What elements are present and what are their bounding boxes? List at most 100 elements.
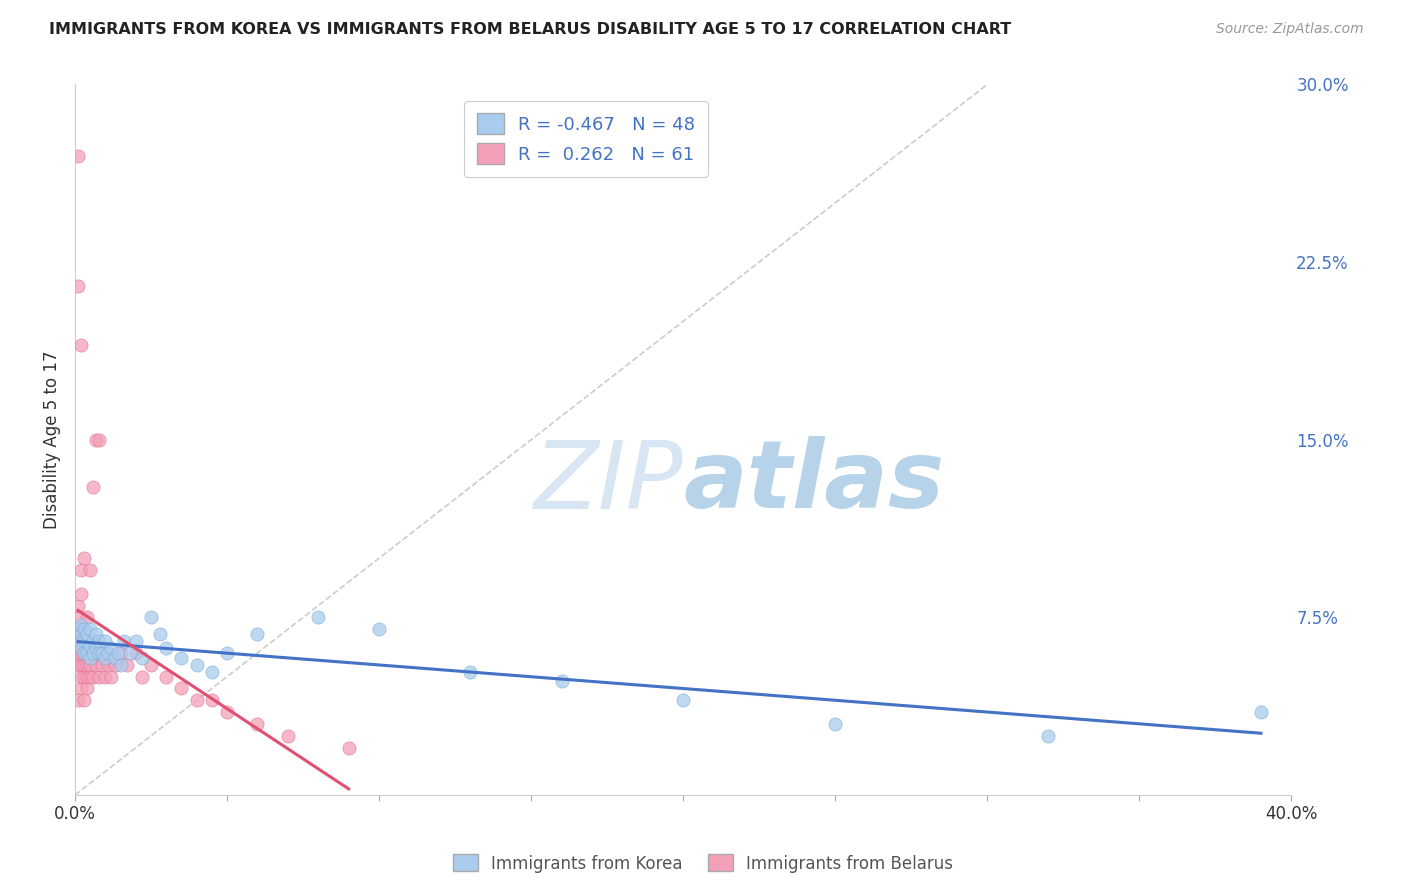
Point	[84, 646, 107, 660]
Point	[94, 670, 117, 684]
Point	[73, 622, 96, 636]
Point	[70, 617, 93, 632]
Point	[70, 681, 93, 696]
Legend: R = -0.467   N = 48, R =  0.262   N = 61: R = -0.467 N = 48, R = 0.262 N = 61	[464, 101, 707, 177]
Point	[201, 665, 224, 679]
Point	[201, 693, 224, 707]
Point	[82, 646, 104, 660]
Point	[1250, 705, 1272, 719]
Point	[186, 693, 208, 707]
Point	[277, 729, 299, 743]
Point	[94, 650, 117, 665]
Point	[89, 646, 111, 660]
Point	[125, 634, 148, 648]
Point	[73, 670, 96, 684]
Point	[73, 657, 96, 672]
Point	[70, 622, 93, 636]
Point	[100, 641, 122, 656]
Point	[824, 717, 846, 731]
Point	[368, 622, 391, 636]
Point	[170, 650, 193, 665]
Point	[70, 646, 93, 660]
Point	[115, 657, 138, 672]
Point	[70, 634, 93, 648]
Point	[82, 634, 104, 648]
Point	[139, 657, 162, 672]
Point	[76, 646, 98, 660]
Point	[91, 657, 114, 672]
Point	[73, 646, 96, 660]
Text: Source: ZipAtlas.com: Source: ZipAtlas.com	[1216, 22, 1364, 37]
Point	[67, 610, 90, 624]
Point	[139, 610, 162, 624]
Point	[149, 627, 172, 641]
Point	[67, 622, 90, 636]
Point	[67, 622, 90, 636]
Point	[131, 670, 153, 684]
Point	[94, 646, 117, 660]
Point	[70, 627, 93, 641]
Text: ZIP: ZIP	[533, 437, 683, 528]
Point	[82, 646, 104, 660]
Point	[79, 646, 101, 660]
Point	[67, 634, 90, 648]
Point	[70, 338, 93, 352]
Point	[89, 646, 111, 660]
Point	[97, 657, 120, 672]
Point	[672, 693, 695, 707]
Point	[110, 646, 132, 660]
Point	[246, 717, 269, 731]
Point	[91, 646, 114, 660]
Point	[73, 634, 96, 648]
Point	[110, 657, 132, 672]
Point	[79, 634, 101, 648]
Point	[84, 627, 107, 641]
Point	[70, 563, 93, 577]
Point	[70, 657, 93, 672]
Point	[76, 657, 98, 672]
Point	[67, 148, 90, 162]
Point	[125, 646, 148, 660]
Point	[155, 670, 177, 684]
Point	[73, 646, 96, 660]
Point	[103, 657, 125, 672]
Point	[82, 670, 104, 684]
Point	[91, 646, 114, 660]
Point	[107, 646, 129, 660]
Point	[100, 670, 122, 684]
Legend: Immigrants from Korea, Immigrants from Belarus: Immigrants from Korea, Immigrants from B…	[446, 847, 960, 880]
Point	[76, 681, 98, 696]
Point	[76, 610, 98, 624]
Point	[84, 433, 107, 447]
Point	[118, 646, 141, 660]
Point	[67, 693, 90, 707]
Point	[550, 674, 572, 689]
Point	[76, 646, 98, 660]
Point	[79, 650, 101, 665]
Y-axis label: Disability Age 5 to 17: Disability Age 5 to 17	[44, 351, 60, 529]
Point	[67, 646, 90, 660]
Point	[67, 657, 90, 672]
Text: IMMIGRANTS FROM KOREA VS IMMIGRANTS FROM BELARUS DISABILITY AGE 5 TO 17 CORRELAT: IMMIGRANTS FROM KOREA VS IMMIGRANTS FROM…	[49, 22, 1011, 37]
Point	[73, 551, 96, 566]
Point	[70, 587, 93, 601]
Point	[70, 670, 93, 684]
Point	[1036, 729, 1059, 743]
Point	[76, 634, 98, 648]
Point	[79, 639, 101, 653]
Point	[79, 622, 101, 636]
Point	[89, 433, 111, 447]
Point	[67, 634, 90, 648]
Point	[337, 740, 360, 755]
Point	[97, 646, 120, 660]
Point	[307, 610, 329, 624]
Point	[155, 641, 177, 656]
Point	[186, 657, 208, 672]
Point	[70, 641, 93, 656]
Point	[79, 670, 101, 684]
Point	[67, 278, 90, 293]
Point	[215, 705, 238, 719]
Point	[73, 622, 96, 636]
Point	[215, 646, 238, 660]
Point	[82, 480, 104, 494]
